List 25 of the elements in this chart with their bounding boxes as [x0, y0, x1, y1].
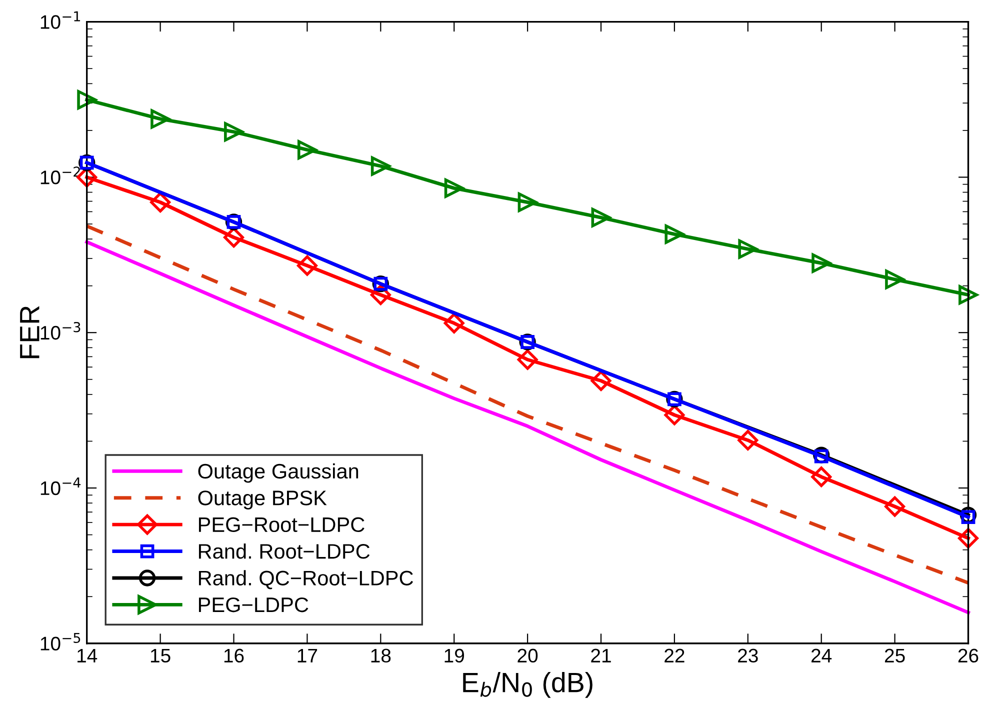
legend-label: Rand. Root−LDPC [198, 543, 370, 559]
x-tick-label: 19 [444, 648, 464, 663]
x-tick-label: 16 [224, 648, 244, 663]
y-tick-label: 10$^{−4}$ [40, 478, 81, 496]
legend-label: PEG−Root−LDPC [198, 517, 364, 532]
x-tick-label: 20 [518, 648, 538, 663]
x-tick-label: 18 [371, 648, 391, 663]
y-tick-label: 10$^{−5}$ [40, 632, 80, 650]
legend-label: Outage Gaussian [198, 463, 358, 483]
x-tick-label: 25 [884, 648, 905, 663]
y-tick-label: 10$^{−1}$ [40, 11, 80, 29]
y-axis-title: FER [20, 306, 40, 358]
x-tick-label: 23 [738, 648, 758, 663]
x-tick-label: 17 [298, 648, 318, 662]
x-tick-label: 26 [958, 648, 978, 663]
x-tick-label: 14 [78, 648, 98, 662]
x-tick-label: 21 [591, 648, 611, 662]
legend-label: Rand. QC−Root−LDPC [198, 570, 414, 590]
x-axis-title: E$_{b}$/N$_{0}$ (dB) [463, 672, 592, 698]
x-tick-label: 15 [150, 648, 170, 663]
legend-label: PEG−LDPC [198, 597, 308, 612]
legend-label: Outage BPSK [198, 490, 327, 510]
x-tick-label: 24 [812, 648, 832, 662]
y-tick-label: 10$^{−3}$ [40, 322, 80, 340]
x-tick-label: 22 [664, 648, 684, 662]
